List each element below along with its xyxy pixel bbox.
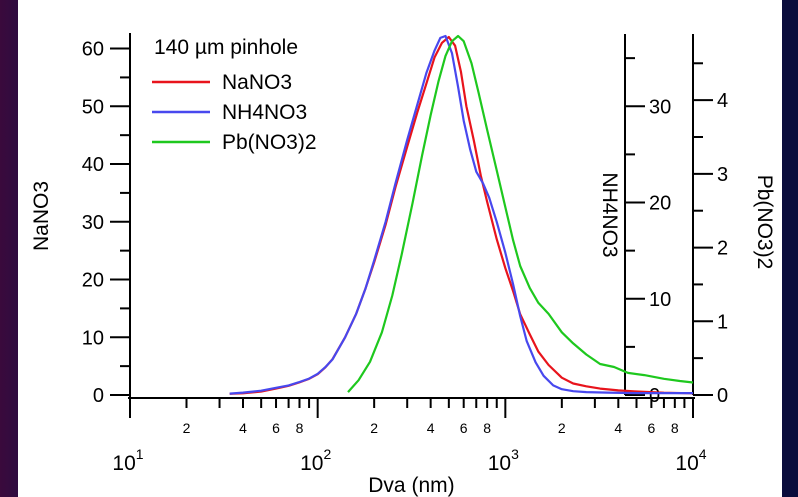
y-left-tick-label: 50: [82, 96, 104, 118]
x-major-tick-label: 101: [112, 446, 143, 475]
x-minor-tick-label: 2: [370, 420, 378, 436]
series-line-nano3: [229, 35, 694, 395]
x-minor-tick-label: 8: [296, 420, 304, 436]
y-right-tick-label: 4: [717, 90, 728, 112]
y-left-tick-label: 40: [82, 154, 104, 176]
y-left-axis-title: NaNO3: [30, 181, 53, 251]
y-mid-tick-label: 0: [649, 385, 660, 407]
legend-label: NH4NO3: [222, 101, 307, 124]
series-line-pb-no3-2: [347, 34, 694, 393]
legend-label: Pb(NO3)2: [222, 131, 317, 154]
y-mid-tick-label: 20: [649, 193, 671, 215]
x-minor-tick-label: 6: [272, 420, 280, 436]
x-minor-tick-label: 6: [460, 420, 468, 436]
x-minor-tick-label: 8: [671, 420, 679, 436]
x-major-tick-label: 102: [300, 446, 331, 475]
series-line-nh4no3: [229, 34, 693, 395]
x-minor-tick-label: 4: [614, 420, 622, 436]
x-minor-tick-label: 2: [558, 420, 566, 436]
legend-title: 140 µm pinhole: [154, 36, 298, 59]
y-right-axis-title: Pb(NO3)2: [753, 175, 776, 270]
y-right-tick-label: 1: [717, 311, 728, 333]
y-left-tick-label: 30: [82, 212, 104, 234]
x-minor-tick-label: 6: [647, 420, 655, 436]
y-mid-tick-label: 30: [649, 96, 671, 118]
x-major-tick-label: 103: [488, 446, 519, 475]
x-axis-title: Dva (nm): [368, 474, 454, 497]
y-mid-axis-title: NH4NO3: [598, 172, 621, 257]
legend-label: NaNO3: [222, 71, 292, 94]
y-left-tick-label: 0: [93, 385, 104, 407]
x-minor-tick-label: 2: [183, 420, 191, 436]
y-right-tick-label: 0: [717, 385, 728, 407]
x-minor-tick-label: 8: [483, 420, 491, 436]
x-minor-tick-label: 4: [239, 420, 247, 436]
x-major-tick-label: 104: [675, 446, 706, 475]
y-left-tick-label: 10: [82, 327, 104, 349]
y-right-tick-label: 2: [717, 238, 728, 260]
chart-panel: 2 4 6 8 2 4 6 8 2 4 6 8 101 102 103 104 Dva (nm) 0 10 20 30 4…: [18, 0, 782, 497]
y-left-tick-label: 60: [82, 39, 104, 61]
y-left-tick-label: 20: [82, 270, 104, 292]
x-minor-tick-label: 4: [427, 420, 435, 436]
y-right-tick-label: 3: [717, 164, 728, 186]
y-mid-tick-label: 10: [649, 289, 671, 311]
